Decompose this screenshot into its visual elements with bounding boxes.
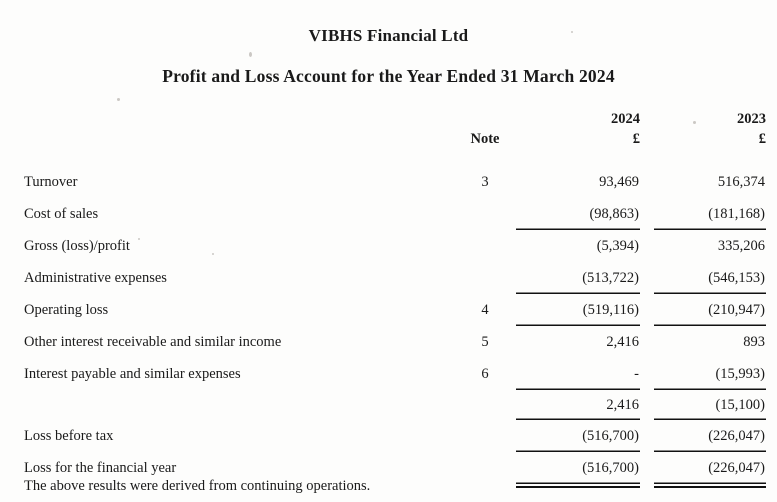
header-note-label: Note — [470, 131, 500, 147]
scan-speck — [693, 121, 696, 124]
row-label: Other interest receivable and similar in… — [24, 334, 282, 350]
row-gap — [640, 326, 654, 358]
scan-speck — [249, 52, 252, 57]
table-row: Operating loss 4 (519,116) (210,947) — [22, 294, 766, 326]
row-value-2023: (15,100) — [654, 390, 766, 420]
row-value-2023: 893 — [743, 334, 765, 350]
scan-speck — [117, 98, 120, 101]
header-spacer-row — [22, 148, 766, 166]
header-blank-label — [22, 108, 454, 128]
row-value-2023: (210,947) — [654, 294, 766, 326]
row-value-2024: 2,416 — [516, 390, 640, 420]
row-label: Administrative expenses — [24, 270, 167, 286]
row-value-2024: 93,469 — [599, 174, 639, 190]
row-value-2024: (98,863) — [516, 198, 640, 230]
row-label: Gross (loss)/profit — [24, 238, 130, 254]
row-gap — [640, 230, 654, 262]
row-label: Loss for the financial year — [24, 460, 177, 476]
table-row: Administrative expenses (513,722) (546,1… — [22, 262, 766, 294]
row-value-2024: (516,700) — [516, 452, 640, 488]
row-note: 5 — [481, 334, 489, 350]
scan-speck — [212, 253, 214, 255]
row-note — [454, 230, 516, 262]
row-note — [454, 262, 516, 294]
row-value-2024: 2,416 — [606, 334, 639, 350]
row-value-2024: (516,700) — [516, 420, 640, 452]
spacer-cell-b — [454, 148, 516, 166]
header-blank-note — [454, 108, 516, 128]
spacer-cell-a — [22, 148, 454, 166]
row-value-2024: - — [516, 358, 640, 390]
table-row-total: Loss for the financial year (516,700) (2… — [22, 452, 766, 488]
row-value-2023: (181,168) — [654, 198, 766, 230]
row-note — [454, 390, 516, 420]
header-currency-2023: £ — [758, 131, 766, 147]
row-gap — [640, 262, 654, 294]
table-row: Other interest receivable and similar in… — [22, 326, 766, 358]
row-gap — [640, 420, 654, 452]
row-label: Turnover — [24, 174, 78, 190]
row-value-2024: (519,116) — [516, 294, 640, 326]
row-value-2023: (226,047) — [654, 452, 766, 488]
table-header-currency-row: Note £ £ — [22, 128, 767, 148]
header-year-2024: 2024 — [611, 111, 640, 127]
row-gap — [640, 358, 654, 390]
table-row-subtotal: 2,416 (15,100) — [22, 390, 766, 420]
row-gap — [640, 166, 654, 198]
row-value-2023: (15,993) — [654, 358, 766, 390]
row-note — [454, 420, 516, 452]
spacer-cell-c — [516, 148, 640, 166]
table-row: Interest payable and similar expenses 6 … — [22, 358, 766, 390]
continuing-operations-note: The above results were derived from cont… — [24, 478, 371, 494]
row-note — [454, 452, 516, 484]
row-label: Cost of sales — [24, 206, 99, 222]
header-currency-2024: £ — [632, 131, 640, 147]
row-note — [454, 198, 516, 230]
row-label: Loss before tax — [24, 428, 114, 444]
table-header-year-row: 2024 2023 — [22, 108, 766, 128]
row-note: 6 — [481, 366, 489, 382]
row-label — [22, 390, 454, 420]
row-label: Interest payable and similar expenses — [24, 366, 241, 382]
row-value-2023: (226,047) — [654, 420, 766, 452]
scan-speck — [571, 31, 573, 33]
statement-title-heading: Profit and Loss Account for the Year End… — [162, 66, 615, 86]
spacer-cell-e — [654, 148, 766, 166]
scan-speck — [138, 238, 140, 240]
row-gap — [640, 452, 654, 484]
spacer-cell-d — [640, 148, 654, 166]
header-gap-1 — [640, 108, 654, 128]
row-value-2023: (546,153) — [654, 262, 766, 294]
table-row: Loss before tax (516,700) (226,047) — [22, 420, 766, 452]
row-value-2023: 335,206 — [717, 238, 765, 254]
row-value-2024: (5,394) — [596, 238, 639, 254]
table-row: Cost of sales (98,863) (181,168) — [22, 198, 766, 230]
header-year-2023: 2023 — [737, 111, 766, 127]
table-row: Gross (loss)/profit (5,394) 335,206 — [22, 230, 766, 262]
row-label: Operating loss — [24, 302, 109, 318]
row-gap — [640, 198, 654, 230]
row-gap — [640, 390, 654, 420]
row-note: 4 — [481, 302, 489, 318]
row-note: 3 — [481, 174, 489, 190]
header-blank-label-2 — [22, 128, 454, 148]
company-name-heading: VIBHS Financial Ltd — [308, 26, 469, 45]
profit-and-loss-table: 2024 2023 Note £ £ Turnover — [22, 108, 767, 488]
row-value-2024: (513,722) — [516, 262, 640, 294]
header-gap-2 — [640, 128, 654, 148]
row-gap — [640, 294, 654, 326]
table-row: Turnover 3 93,469 516,374 — [22, 166, 766, 198]
row-value-2023: 516,374 — [717, 174, 765, 190]
